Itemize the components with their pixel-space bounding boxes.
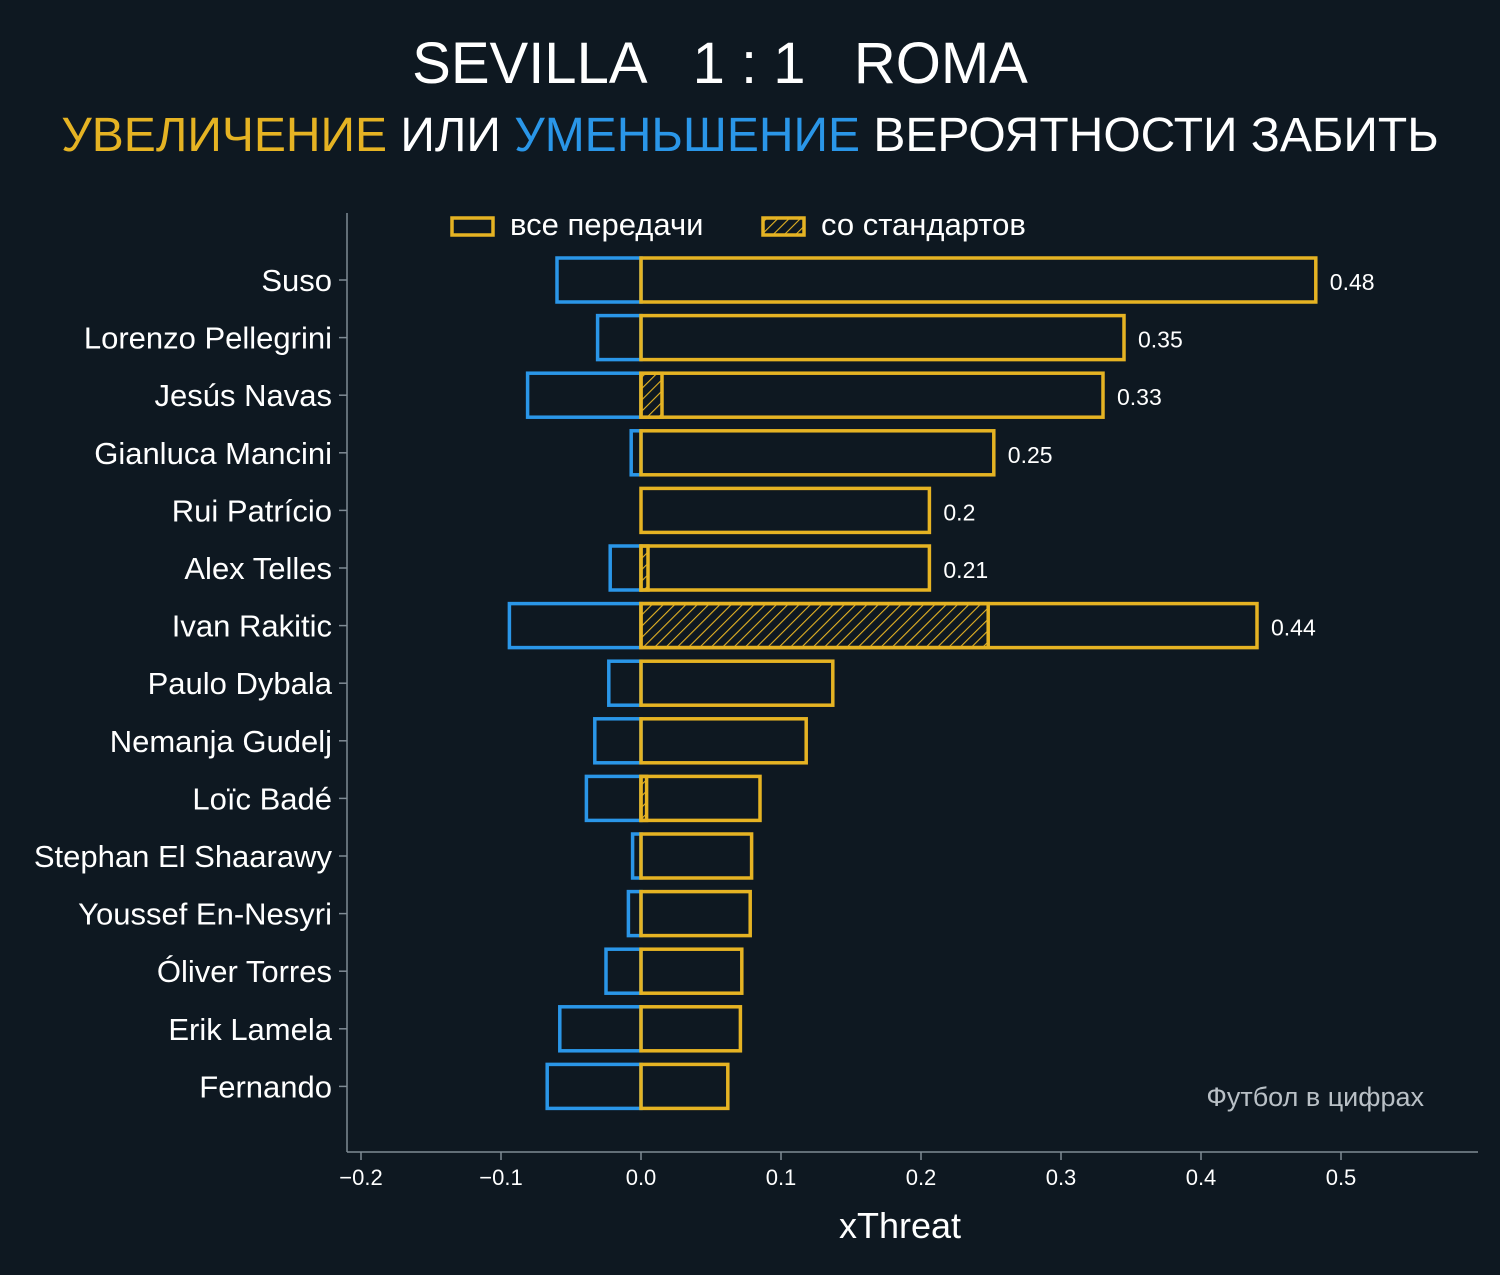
bar-increase: [639, 601, 1259, 650]
y-tick-label: Lorenzo Pellegrini: [84, 321, 332, 356]
x-tick-label: 0.2: [906, 1165, 937, 1190]
y-tick-label: Alex Telles: [184, 551, 332, 586]
bar-increase: [639, 1005, 743, 1053]
bar-increase: [639, 659, 835, 707]
bar-decrease: [525, 371, 643, 419]
y-tick-label: Paulo Dybala: [148, 666, 333, 701]
bar-increase: [639, 774, 762, 823]
bar-increase: [639, 832, 754, 880]
y-tick-label: Rui Patrício: [172, 493, 332, 528]
legend-label-set-pieces: со стандартов: [821, 207, 1026, 242]
bar-increase: [639, 429, 996, 477]
bar-increase: [639, 256, 1318, 304]
chart-subtitle: УВЕЛИЧЕНИЕ ИЛИ УМЕНЬШЕНИЕ ВЕРОЯТНОСТИ ЗА…: [0, 108, 1500, 164]
legend-swatch-set-pieces: [761, 216, 806, 237]
bar-increase: [639, 371, 1105, 419]
y-tick-label: Youssef En-Nesyri: [78, 897, 332, 932]
x-tick-label: 0.3: [1046, 1165, 1077, 1190]
y-tick-label: Loïc Badé: [192, 781, 332, 816]
y-tick-label: Nemanja Gudelj: [110, 724, 332, 759]
y-tick-label: Jesús Navas: [155, 378, 332, 413]
legend-label-all-passes: все передачи: [510, 207, 703, 242]
bar-increase: [639, 313, 1126, 362]
bar-increase: [639, 717, 808, 765]
bar-decrease: [545, 1062, 643, 1111]
bar-value-label: 0.2: [943, 499, 975, 525]
bar-increase: [639, 544, 932, 592]
bar-increase: [639, 486, 932, 535]
bar-value-label: 0.33: [1117, 384, 1162, 410]
y-tick-label: Stephan El Shaarawy: [34, 839, 333, 874]
subtitle-or: ИЛИ: [400, 109, 501, 162]
x-axis-label: xThreat: [839, 1205, 961, 1246]
subtitle-increase: УВЕЛИЧЕНИЕ: [61, 109, 388, 162]
x-tick-label: 0.0: [626, 1165, 657, 1190]
y-tick-label: Suso: [261, 263, 332, 298]
bar-decrease: [604, 947, 643, 995]
watermark-text: Футбол в цифрах: [1206, 1082, 1424, 1112]
bar-decrease: [555, 256, 643, 304]
bar-decrease: [626, 889, 643, 938]
bar-decrease: [608, 544, 643, 592]
bar-value-label: 0.44: [1271, 615, 1316, 641]
x-tick-label: −0.1: [479, 1165, 522, 1190]
bar-value-label: 0.48: [1330, 269, 1375, 295]
x-tick-label: 0.1: [766, 1165, 797, 1190]
subtitle-decrease: УМЕНЬШЕНИЕ: [514, 109, 861, 162]
bar-value-label: 0.21: [943, 557, 988, 583]
chart-title: SEVILLA 1 : 1 ROMA: [412, 31, 1028, 96]
x-tick-label: −0.2: [339, 1165, 382, 1190]
bar-decrease: [607, 659, 643, 707]
bar-decrease: [593, 717, 643, 765]
y-tick-label: Gianluca Mancini: [94, 436, 332, 471]
bar-decrease: [584, 774, 643, 823]
bar-decrease: [558, 1005, 643, 1053]
x-tick-label: 0.5: [1326, 1165, 1357, 1190]
bar-value-label: 0.25: [1008, 442, 1053, 468]
bar-increase: [639, 1062, 730, 1111]
y-tick-label: Ivan Rakitic: [172, 609, 332, 644]
subtitle-rest: ВЕРОЯТНОСТИ ЗАБИТЬ: [873, 109, 1439, 162]
bar-set-pieces: [639, 371, 664, 419]
x-tick-label: 0.4: [1186, 1165, 1217, 1190]
bar-decrease: [507, 601, 643, 650]
bar-increase: [639, 889, 752, 938]
bar-decrease: [595, 313, 643, 362]
bar-value-label: 0.35: [1138, 327, 1183, 353]
y-tick-label: Erik Lamela: [168, 1012, 332, 1047]
y-tick-label: Óliver Torres: [157, 954, 332, 989]
y-tick-label: Fernando: [199, 1069, 332, 1104]
bar-set-pieces: [639, 601, 990, 650]
legend-swatch-all-passes: [450, 216, 495, 237]
bar-increase: [639, 947, 744, 995]
